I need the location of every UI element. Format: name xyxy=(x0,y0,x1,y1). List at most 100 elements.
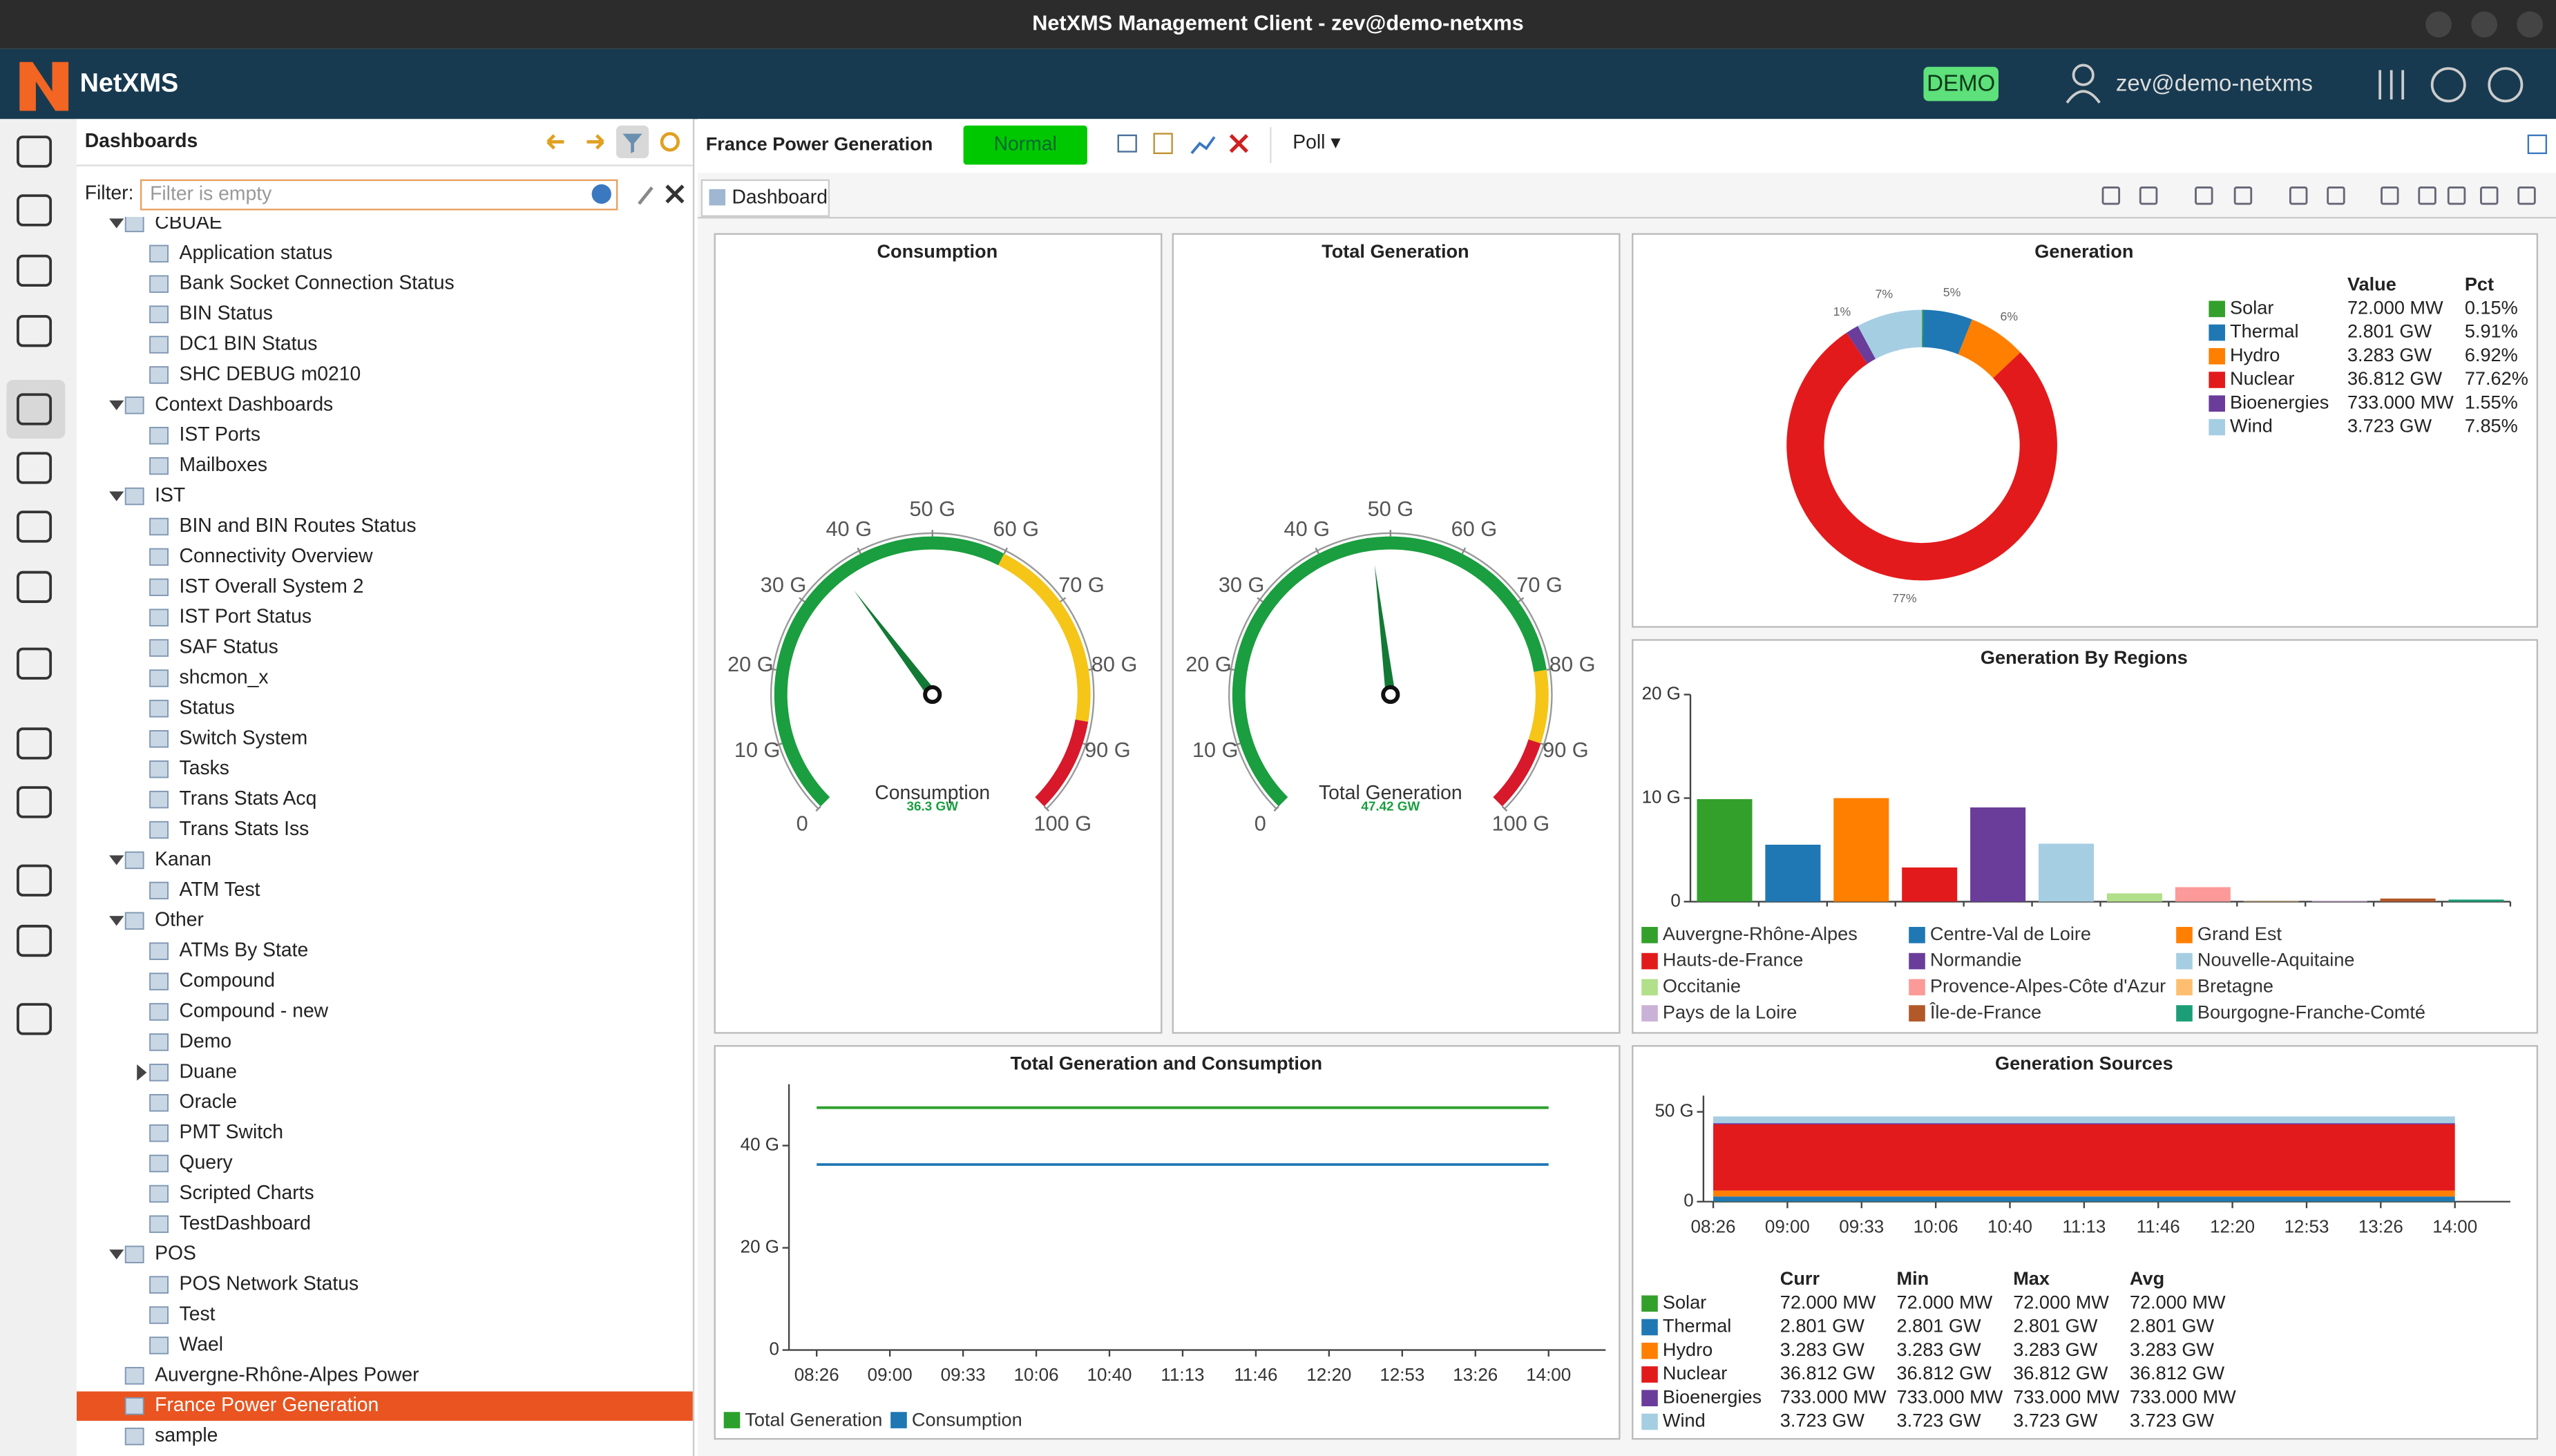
tree-label[interactable]: Oracle xyxy=(180,1091,237,1113)
nav-icon[interactable] xyxy=(17,135,53,168)
nav-icon[interactable] xyxy=(17,786,53,818)
tree-label[interactable]: France Power Generation xyxy=(155,1394,379,1416)
tree-label[interactable]: SHC DEBUG m0210 xyxy=(180,363,361,385)
tree-toggle[interactable] xyxy=(109,491,124,501)
tree-label[interactable]: Demo xyxy=(180,1030,232,1052)
tree-label[interactable]: Application status xyxy=(180,242,333,264)
clear-filter[interactable] xyxy=(638,186,654,205)
tree-label[interactable]: Connectivity Overview xyxy=(180,545,374,567)
back-button[interactable] xyxy=(546,134,564,150)
tree-label[interactable]: Wael xyxy=(180,1333,223,1355)
tree-label[interactable]: DC1 BIN Status xyxy=(180,333,318,355)
nav-icon[interactable] xyxy=(17,864,53,897)
tree-label[interactable]: Kanan xyxy=(155,848,211,870)
maximize-button[interactable] xyxy=(2471,11,2498,38)
filter-input[interactable] xyxy=(140,179,618,211)
tree-label[interactable]: Bank Socket Connection Status xyxy=(180,272,455,294)
tree-label[interactable]: Context Dashboards xyxy=(155,393,333,415)
tree-toggle[interactable] xyxy=(109,400,124,410)
tree-label[interactable]: shcmon_x xyxy=(180,666,269,688)
nav-icon[interactable] xyxy=(17,393,53,425)
nav-icon[interactable] xyxy=(17,727,53,760)
tool-icon[interactable] xyxy=(1117,134,1137,153)
nav-icon[interactable] xyxy=(17,452,53,484)
tree-label[interactable]: POS Network Status xyxy=(180,1273,359,1295)
legend-stat: 733.000 MW xyxy=(2130,1386,2236,1407)
toolbar-icon[interactable] xyxy=(2101,186,2121,205)
tree-label[interactable]: Status xyxy=(180,696,235,718)
toolbar-icon[interactable] xyxy=(2289,186,2308,205)
delete-icon[interactable] xyxy=(1229,134,1249,153)
tree-label[interactable]: ATM Test xyxy=(180,879,260,901)
tree-label[interactable]: Scripted Charts xyxy=(180,1182,314,1204)
tree-label[interactable]: IST Port Status xyxy=(180,606,312,628)
toolbar-icon[interactable] xyxy=(2139,186,2158,205)
tree-toggle[interactable] xyxy=(109,855,124,865)
poll-menu[interactable]: Poll ▾ xyxy=(1293,131,1340,153)
tree-toggle[interactable] xyxy=(109,218,124,229)
tree-label[interactable]: Other xyxy=(155,909,204,931)
filter-info[interactable] xyxy=(591,184,611,204)
nav-icon[interactable] xyxy=(17,315,53,347)
tree-label[interactable]: Compound - new xyxy=(180,999,329,1022)
toolbar-icon[interactable] xyxy=(2447,186,2466,205)
tree-label[interactable]: TestDashboard xyxy=(180,1212,311,1234)
minimize-button[interactable] xyxy=(2425,11,2452,38)
close-button[interactable] xyxy=(2517,11,2544,38)
toolbar-icon[interactable] xyxy=(2517,186,2536,205)
gauge-tick-label: 0 xyxy=(1255,811,1266,835)
tree-toggle[interactable] xyxy=(137,1064,147,1081)
tree-label[interactable]: sample xyxy=(155,1424,218,1446)
toolbar-icon[interactable] xyxy=(2480,186,2499,205)
panel-frame xyxy=(714,1045,1621,1440)
tree-label[interactable]: Switch System xyxy=(180,727,308,749)
nav-icon[interactable] xyxy=(17,924,53,957)
nav-icon[interactable] xyxy=(17,1003,53,1035)
tree-label[interactable]: SAF Status xyxy=(180,636,278,658)
tree-label[interactable]: ATMs By State xyxy=(180,939,309,961)
tree-label[interactable]: Trans Stats Iss xyxy=(180,818,309,840)
tree-label[interactable]: BIN and BIN Routes Status xyxy=(180,515,417,537)
settings-icon[interactable] xyxy=(2378,70,2405,99)
tree-label[interactable]: Compound xyxy=(180,970,275,992)
toolbar-icon[interactable] xyxy=(2418,186,2436,205)
tree-label[interactable]: IST Overall System 2 xyxy=(180,575,364,597)
tree-label[interactable]: Trans Stats Acq xyxy=(180,787,317,810)
nav-icon[interactable] xyxy=(17,194,53,227)
tree-label[interactable]: CBUAE xyxy=(155,211,222,233)
tree-label[interactable]: Duane xyxy=(180,1060,237,1082)
nav-icon[interactable] xyxy=(17,571,53,603)
toolbar-icon[interactable] xyxy=(2381,186,2399,205)
forward-button[interactable] xyxy=(586,134,604,150)
tree-label[interactable]: Test xyxy=(180,1303,216,1325)
tool-icon[interactable] xyxy=(1190,136,1216,155)
tree-label[interactable]: Auvergne-Rhône-Alpes Power xyxy=(155,1363,419,1386)
user-name[interactable]: zev@demo-netxms xyxy=(2116,70,2313,96)
info-icon[interactable] xyxy=(2488,67,2524,103)
toolbar-icon[interactable] xyxy=(2195,186,2213,205)
tree-label[interactable]: POS xyxy=(155,1243,196,1265)
tree-label[interactable]: PMT Switch xyxy=(180,1121,283,1143)
toolbar-icon[interactable] xyxy=(2327,186,2345,205)
close-filter[interactable] xyxy=(665,184,685,204)
tree-label[interactable]: IST xyxy=(155,484,185,506)
tree-icon xyxy=(149,1306,169,1324)
tree-toggle[interactable] xyxy=(109,1249,124,1260)
refresh-button[interactable] xyxy=(660,132,680,152)
gauge-tick xyxy=(1461,547,1467,555)
tree-toggle[interactable] xyxy=(109,916,124,926)
legend-amount: 2.801 GW xyxy=(2347,320,2432,342)
nav-icon[interactable] xyxy=(17,254,53,287)
nav-icon[interactable] xyxy=(17,510,53,543)
tree-label[interactable]: IST Ports xyxy=(180,423,260,446)
tree-label[interactable]: Query xyxy=(180,1151,233,1174)
collapse-button[interactable] xyxy=(2527,134,2548,155)
help-icon[interactable] xyxy=(2430,67,2466,103)
tool-icon[interactable] xyxy=(1153,133,1173,155)
tree-label[interactable]: BIN Status xyxy=(180,303,273,325)
tree-label[interactable]: Tasks xyxy=(180,757,229,779)
tree-label[interactable]: Mailboxes xyxy=(180,454,267,476)
nav-icon[interactable] xyxy=(17,647,53,680)
chart-panel: Generation 5% 6% 77% 1% 7% Value Pct Solar 72.000… xyxy=(1632,233,2539,628)
toolbar-icon[interactable] xyxy=(2233,186,2253,205)
